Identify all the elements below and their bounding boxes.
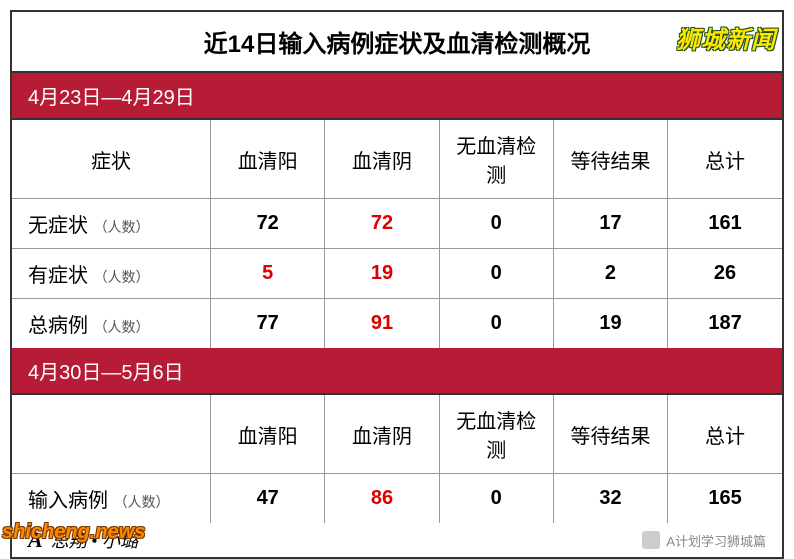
col-positive: 血清阳 <box>211 395 325 474</box>
data-cell: 2 <box>553 249 667 299</box>
col-total: 总计 <box>668 120 782 199</box>
data-cell: 0 <box>439 299 553 349</box>
data-cell: 161 <box>668 199 782 249</box>
data-cell: 26 <box>668 249 782 299</box>
data-cell: 72 <box>325 199 439 249</box>
col-negative: 血清阴 <box>325 120 439 199</box>
watermark-bottom: shicheng.news <box>2 521 145 544</box>
col-symptom: 症状 <box>12 120 211 199</box>
data-cell: 86 <box>325 474 439 524</box>
table-row: 总病例 （人数）7791019187 <box>12 299 782 349</box>
report-container: 近14日输入病例症状及血清检测概况 4月23日—4月29日 症状 血清阳 血清阴… <box>10 10 784 559</box>
section2-table: 血清阳 血清阴 无血清检测 等待结果 总计 输入病例 （人数）478603216… <box>12 395 782 523</box>
data-cell: 0 <box>439 249 553 299</box>
data-cell: 72 <box>211 199 325 249</box>
table-row: 无症状 （人数）7272017161 <box>12 199 782 249</box>
data-cell: 47 <box>211 474 325 524</box>
section1-table: 症状 血清阳 血清阴 无血清检测 等待结果 总计 无症状 （人数）7272017… <box>12 120 782 348</box>
row-label: 无症状 （人数） <box>12 199 211 249</box>
table-header-row: 症状 血清阳 血清阴 无血清检测 等待结果 总计 <box>12 120 782 199</box>
data-cell: 91 <box>325 299 439 349</box>
report-title: 近14日输入病例症状及血清检测概况 <box>12 12 782 73</box>
data-cell: 165 <box>668 474 782 524</box>
data-cell: 17 <box>553 199 667 249</box>
data-cell: 0 <box>439 474 553 524</box>
table-header-row: 血清阳 血清阴 无血清检测 等待结果 总计 <box>12 395 782 474</box>
col-notest: 无血清检测 <box>439 395 553 474</box>
data-cell: 77 <box>211 299 325 349</box>
table-row: 输入病例 （人数）4786032165 <box>12 474 782 524</box>
col-notest: 无血清检测 <box>439 120 553 199</box>
data-cell: 32 <box>553 474 667 524</box>
footer-channel: A计划学习狮城篇 <box>666 531 766 550</box>
data-cell: 19 <box>553 299 667 349</box>
section1-header: 4月23日—4月29日 <box>12 73 782 120</box>
data-cell: 0 <box>439 199 553 249</box>
row-label: 输入病例 （人数） <box>12 474 211 524</box>
col-pending: 等待结果 <box>553 120 667 199</box>
wechat-icon <box>642 531 660 549</box>
col-total: 总计 <box>668 395 782 474</box>
col-positive: 血清阳 <box>211 120 325 199</box>
row-label: 总病例 （人数） <box>12 299 211 349</box>
data-cell: 19 <box>325 249 439 299</box>
watermark-top: 狮城新闻 <box>676 20 776 55</box>
data-cell: 5 <box>211 249 325 299</box>
footer-right: A计划学习狮城篇 <box>642 531 766 550</box>
table-row: 有症状 （人数）5190226 <box>12 249 782 299</box>
section2-header: 4月30日—5月6日 <box>12 348 782 395</box>
data-cell: 187 <box>668 299 782 349</box>
row-label: 有症状 （人数） <box>12 249 211 299</box>
col-negative: 血清阴 <box>325 395 439 474</box>
col-pending: 等待结果 <box>553 395 667 474</box>
col-blank <box>12 395 211 474</box>
